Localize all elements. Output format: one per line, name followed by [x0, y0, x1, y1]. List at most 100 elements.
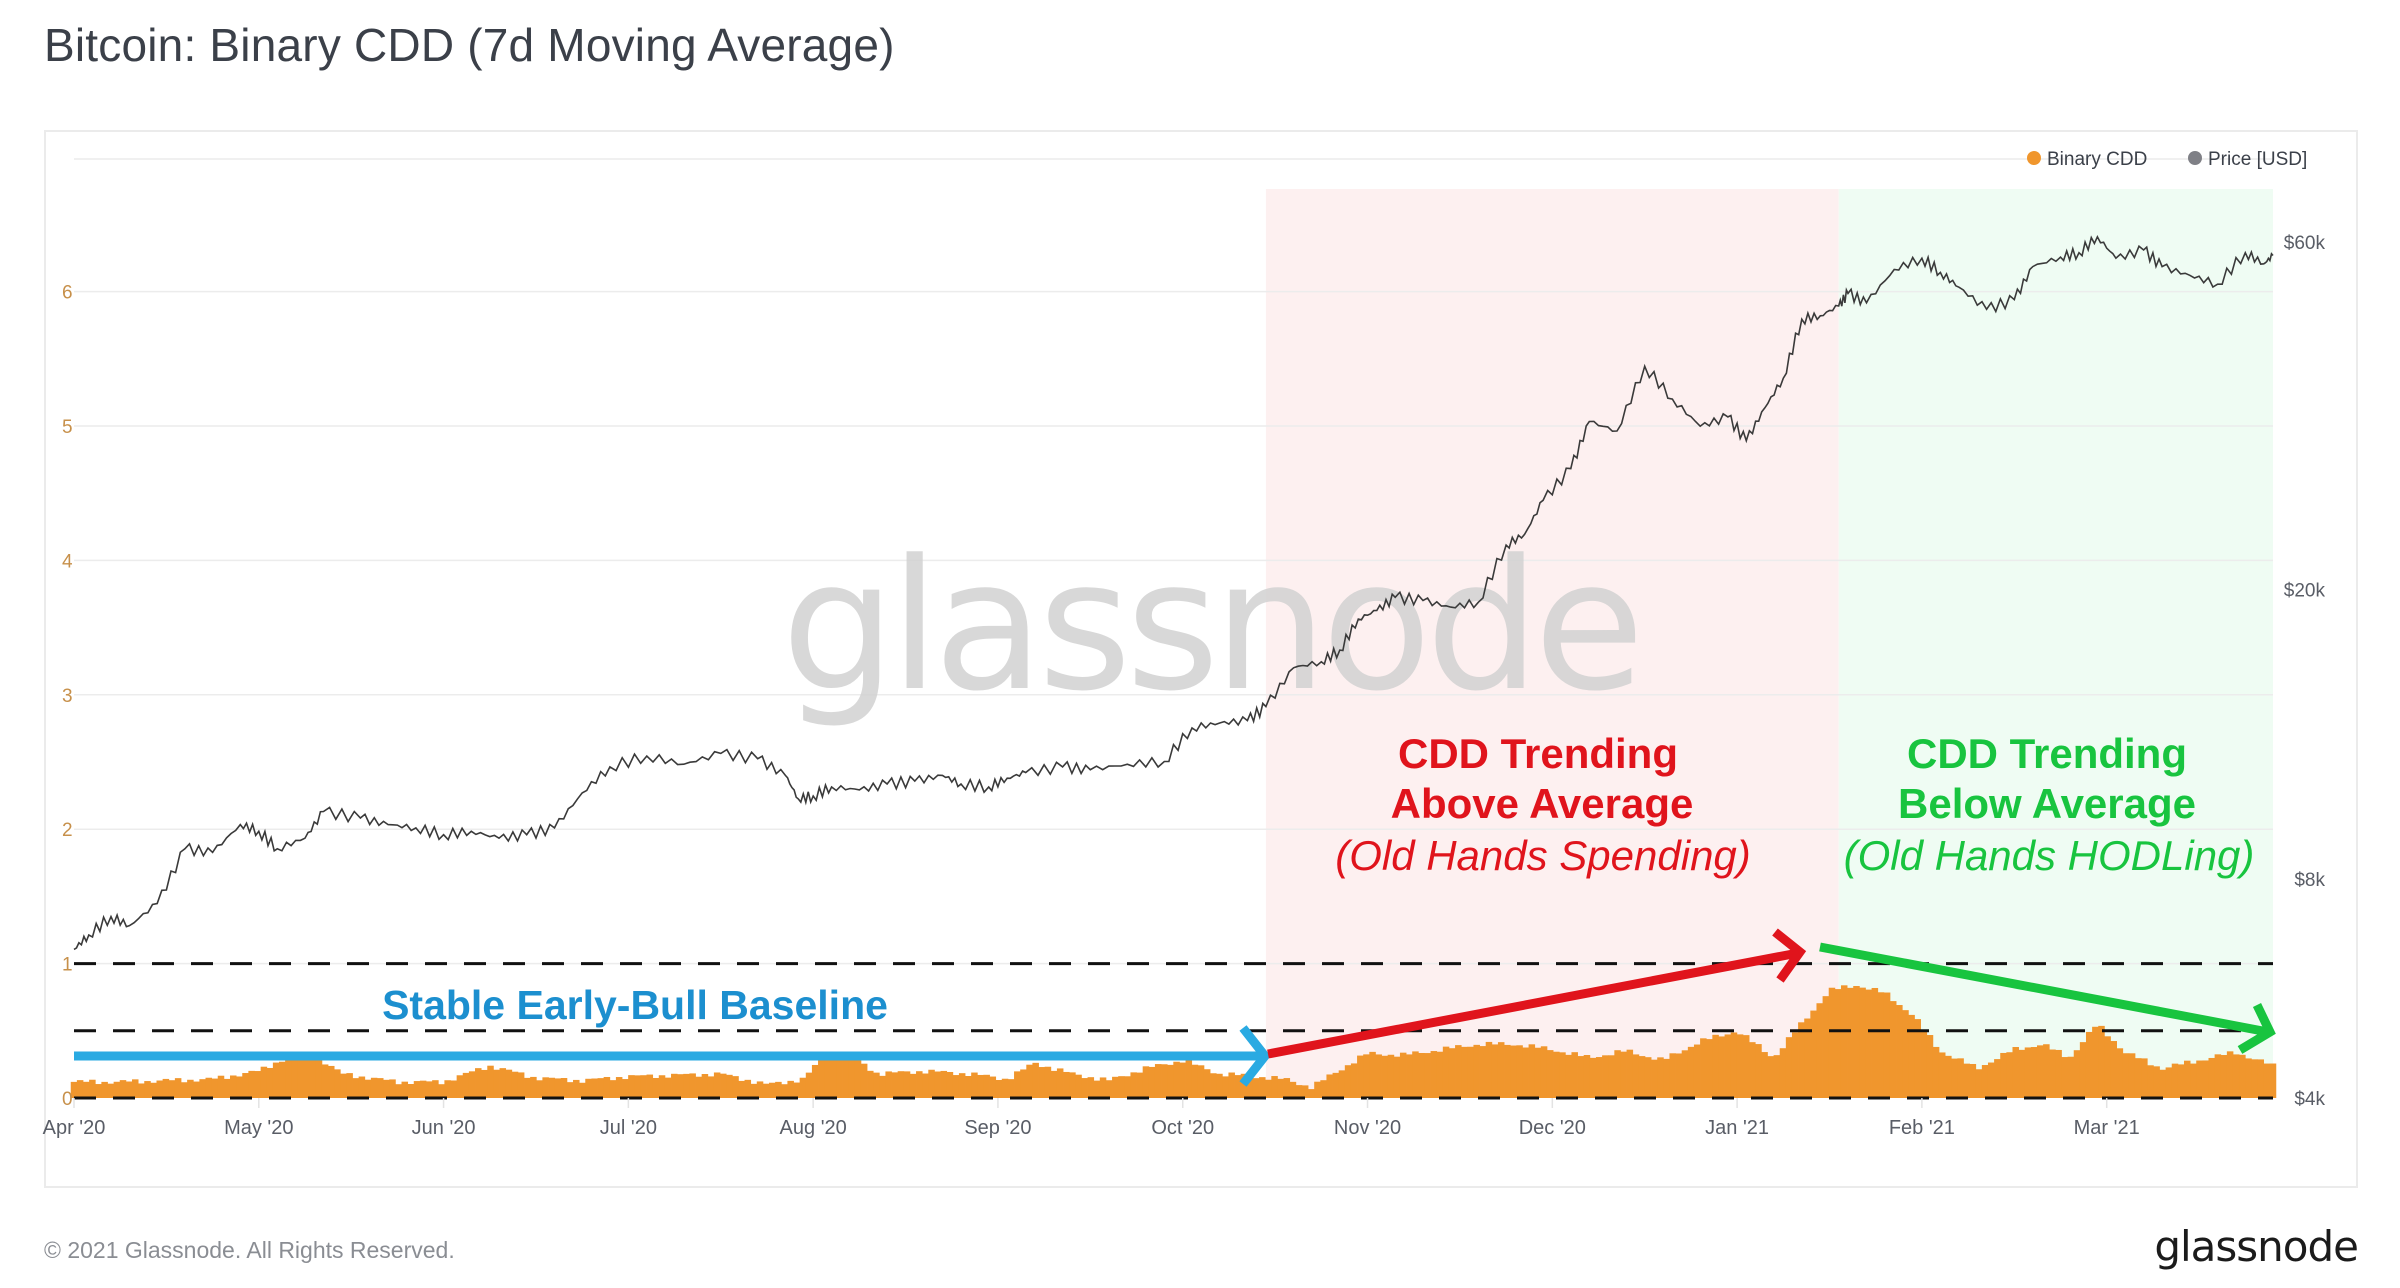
- cdd-bar: [720, 1073, 727, 1098]
- cdd-bar: [1412, 1051, 1419, 1098]
- cdd-bar: [468, 1071, 476, 1098]
- cdd-bar: [407, 1084, 415, 1098]
- cdd-bar: [842, 1053, 850, 1098]
- left-axis-tick-label: 5: [62, 417, 73, 438]
- annotation-green-line1: CDD Trending: [1907, 730, 2187, 777]
- right-axis-tick-label: $8k: [2294, 870, 2325, 891]
- cdd-bar: [1087, 1077, 1095, 1098]
- cdd-bar: [609, 1080, 617, 1098]
- cdd-bar: [713, 1072, 721, 1098]
- left-axis-tick-label: 6: [62, 283, 73, 304]
- cdd-bar: [1816, 1003, 1823, 1098]
- cdd-bar: [1038, 1067, 1046, 1098]
- cdd-bar: [983, 1074, 990, 1098]
- cdd-bar: [958, 1073, 966, 1098]
- legend-item-price[interactable]: Price [USD]: [2188, 149, 2307, 170]
- cdd-bar: [1583, 1055, 1591, 1098]
- cdd-bar: [1203, 1069, 1211, 1098]
- cdd-bar: [395, 1084, 402, 1098]
- cdd-bar: [517, 1072, 525, 1098]
- cdd-bar: [1375, 1054, 1382, 1098]
- cdd-bar: [756, 1081, 764, 1098]
- cdd-bar: [1387, 1054, 1395, 1098]
- cdd-bar: [321, 1064, 329, 1098]
- cdd-bar: [1295, 1085, 1303, 1098]
- cdd-bar: [438, 1084, 445, 1098]
- page-title: Bitcoin: Binary CDD (7d Moving Average): [44, 19, 895, 71]
- cdd-bar: [916, 1071, 923, 1098]
- footer-logo[interactable]: glassnode: [2154, 1222, 2359, 1271]
- cdd-bar: [1369, 1051, 1376, 1098]
- cdd-bar: [2190, 1063, 2197, 1098]
- cdd-bar: [462, 1072, 470, 1098]
- cdd-bar: [248, 1070, 255, 1098]
- cdd-bar: [340, 1073, 347, 1098]
- cdd-bar: [2196, 1060, 2203, 1098]
- cdd-bar: [1602, 1055, 1609, 1098]
- cdd-bar: [2043, 1044, 2050, 1098]
- cdd-bar: [548, 1077, 556, 1098]
- cdd-bar: [1191, 1064, 1199, 1098]
- cdd-bar: [150, 1082, 157, 1098]
- cdd-bar: [628, 1075, 635, 1098]
- cdd-bar: [1301, 1085, 1309, 1098]
- legend-item-binary-cdd[interactable]: Binary CDD: [2027, 149, 2147, 170]
- cdd-bar: [2116, 1048, 2124, 1098]
- cdd-bar: [2104, 1036, 2111, 1098]
- cdd-bar: [2257, 1059, 2265, 1098]
- cdd-bar: [2220, 1055, 2228, 1098]
- cdd-bar: [2159, 1069, 2166, 1098]
- cdd-bar: [1044, 1066, 1052, 1098]
- x-axis-tick-label: Nov '20: [1334, 1117, 1401, 1139]
- cdd-bar: [328, 1065, 335, 1098]
- annotation-green: CDD Trending Below Average (Old Hands HO…: [1819, 730, 2276, 1054]
- cdd-bar: [1669, 1053, 1676, 1098]
- cdd-bar: [162, 1078, 170, 1098]
- cdd-bar: [2183, 1060, 2191, 1098]
- x-axis-tick-label: Feb '21: [1889, 1117, 1955, 1139]
- left-axis-tick-label: 2: [62, 820, 73, 841]
- cdd-bar: [1902, 1010, 1909, 1098]
- cdd-bar: [426, 1081, 433, 1098]
- cdd-bar: [1608, 1055, 1615, 1098]
- cdd-bar: [481, 1069, 488, 1098]
- cdd-bar: [1185, 1060, 1193, 1098]
- cdd-bar: [830, 1056, 837, 1098]
- cdd-bar: [1516, 1045, 1523, 1098]
- red-arrow-icon: [1267, 928, 1807, 1059]
- cdd-bar: [732, 1076, 739, 1098]
- cdd-bar: [1963, 1063, 1970, 1098]
- cdd-bar: [2208, 1057, 2216, 1098]
- cdd-bar: [2128, 1053, 2136, 1098]
- cdd-bar: [1289, 1081, 1297, 1098]
- cdd-bar: [95, 1084, 102, 1098]
- cdd-bar: [254, 1071, 262, 1098]
- cdd-bar: [989, 1076, 997, 1098]
- cdd-bar: [1142, 1066, 1150, 1098]
- cdd-bar: [2232, 1054, 2240, 1098]
- cdd-bar: [1228, 1072, 1235, 1098]
- cdd-bar: [2061, 1057, 2068, 1098]
- cdd-bar: [131, 1079, 139, 1098]
- cdd-bar: [2171, 1063, 2179, 1098]
- cdd-bar: [554, 1078, 562, 1098]
- cdd-bar: [1271, 1076, 1278, 1098]
- cdd-bar: [444, 1080, 451, 1098]
- cdd-bar: [2263, 1063, 2271, 1098]
- cdd-bar: [867, 1070, 874, 1098]
- cdd-bar: [499, 1068, 507, 1098]
- cdd-bar: [205, 1077, 213, 1098]
- cdd-bar: [370, 1077, 378, 1098]
- cdd-bar: [2153, 1066, 2160, 1098]
- cdd-bar: [1945, 1055, 1952, 1098]
- cdd-bar: [297, 1055, 304, 1098]
- cdd-bar: [1026, 1064, 1033, 1098]
- cdd-bar: [1326, 1074, 1333, 1098]
- cdd-bar: [1975, 1069, 1983, 1098]
- cdd-bar: [1791, 1032, 1799, 1098]
- cdd-bar: [2239, 1054, 2246, 1098]
- cdd-bar: [640, 1075, 647, 1098]
- cdd-bar: [1148, 1066, 1156, 1098]
- cdd-bar: [1987, 1062, 1995, 1098]
- cdd-bar: [1534, 1047, 1542, 1098]
